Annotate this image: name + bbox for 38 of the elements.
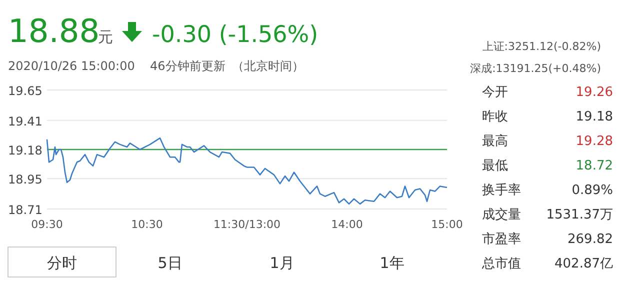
y-tick-label: 19.18 (8, 144, 42, 158)
text: 46分钟前更新 (150, 59, 226, 73)
text: 上证:3251.12(-0.82%) (482, 40, 601, 53)
x-tick-label: 14:00 (331, 218, 363, 231)
text: 402.87亿 (554, 256, 613, 272)
text: 2020/10/26 15:00:00 (8, 59, 135, 73)
text: 总市值 (481, 256, 521, 272)
x-tick-label: 15:00 (431, 218, 463, 231)
y-tick-label: 19.41 (8, 114, 42, 128)
text: 18.88 (8, 12, 100, 50)
text: 1531.37万 (546, 208, 613, 222)
text: 成交量 (482, 206, 521, 222)
text: 分时 (47, 254, 77, 272)
text: 5日 (158, 254, 182, 272)
text: -0.30 (-1.56%) (152, 22, 318, 48)
text: 19.18 (576, 110, 613, 124)
text: 269.82 (568, 232, 613, 247)
text: 1月 (270, 254, 294, 272)
text: （北京时间） (232, 59, 304, 73)
text: 今开 (482, 85, 508, 100)
text: 0.89% (572, 183, 613, 198)
y-tick-label: 18.71 (8, 203, 42, 217)
text: 昨收 (482, 110, 508, 124)
text: 深成:13191.25(+0.48%) (470, 62, 601, 75)
text: 19.26 (576, 85, 613, 100)
text: 换手率 (482, 182, 521, 198)
text: 19.28 (576, 134, 613, 149)
text: 元 (98, 28, 113, 46)
x-tick-label: 11:30/13:00 (213, 218, 281, 231)
x-tick-label: 09:30 (31, 218, 63, 231)
text: 市盈率 (482, 231, 521, 247)
text: 最高 (482, 133, 508, 149)
text: 最低 (482, 158, 508, 174)
text: 18.72 (576, 158, 613, 174)
x-tick-label: 10:30 (131, 218, 163, 231)
y-tick-label: 18.95 (8, 172, 42, 187)
y-tick-label: 19.65 (8, 84, 42, 98)
text: 1年 (380, 254, 404, 272)
